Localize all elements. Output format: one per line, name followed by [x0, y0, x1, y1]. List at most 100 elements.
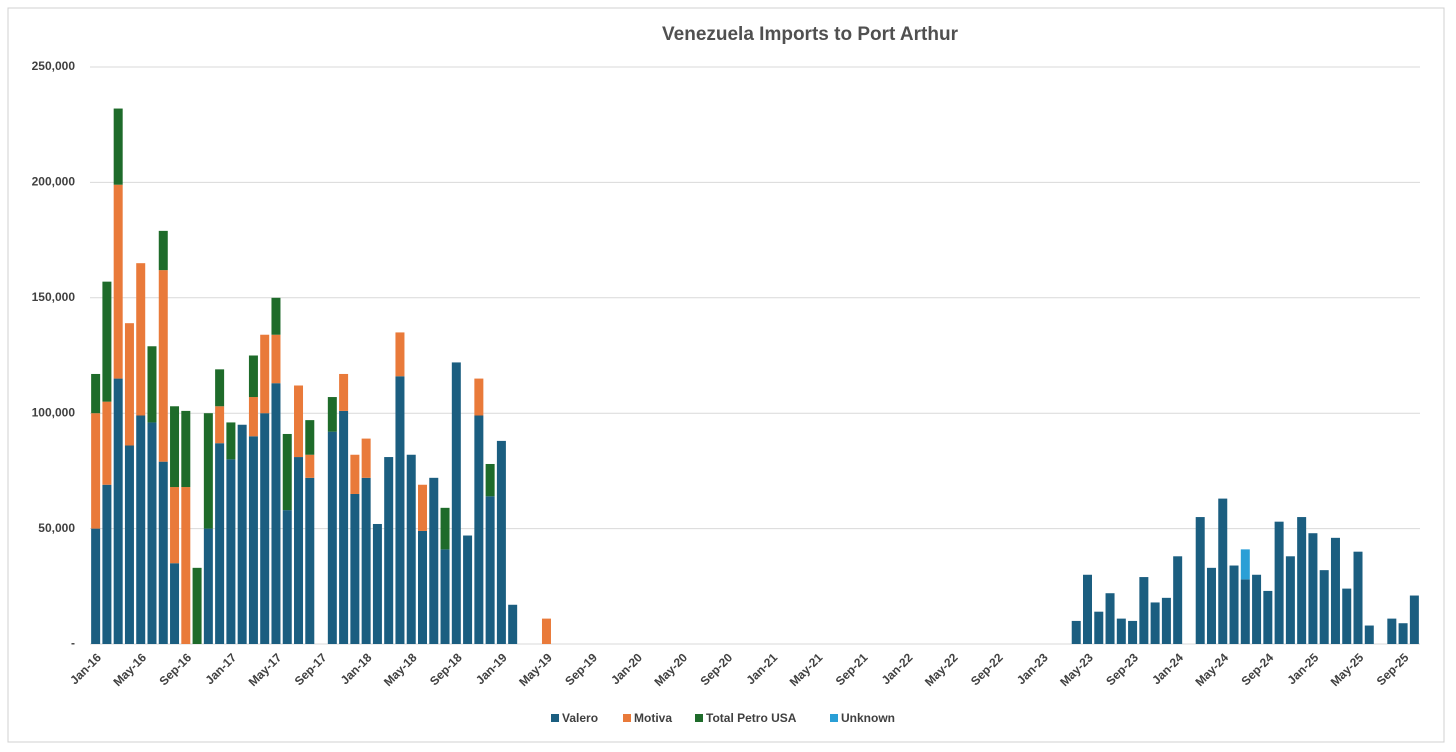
bar-segment [1274, 521, 1284, 644]
legend-swatch [623, 714, 631, 722]
bar-segment [1353, 551, 1363, 644]
bar-segment [384, 457, 394, 644]
bar-segment [1139, 577, 1149, 644]
bar-segment [1263, 590, 1273, 644]
bar-segment [305, 477, 315, 644]
bar-segment [170, 563, 180, 644]
bar-segment [158, 230, 168, 271]
bar-segment [305, 454, 315, 478]
bar-segment [395, 376, 405, 644]
bar-segment [508, 604, 518, 644]
bar-segment [102, 401, 112, 485]
bar-segment [1116, 618, 1126, 644]
legend-label: Total Petro USA [706, 711, 797, 725]
bar-segment [327, 431, 337, 644]
legend-swatch [551, 714, 559, 722]
bar-segment [294, 385, 304, 458]
bar-segment [1094, 611, 1104, 644]
bar-segment [113, 108, 123, 185]
y-tick-label: 50,000 [38, 521, 75, 535]
bar-segment [102, 281, 112, 402]
legend-swatch [695, 714, 703, 722]
bar-segment [474, 415, 484, 644]
bar-segment [372, 523, 382, 644]
bar-segment [1330, 537, 1340, 644]
bar-segment [418, 484, 427, 531]
bar-segment [1285, 556, 1295, 644]
bar-segment [102, 484, 112, 644]
bar-segment [1240, 549, 1250, 580]
bar-segment [1409, 595, 1419, 644]
bar-segment [226, 459, 236, 644]
bar-segment [271, 297, 281, 335]
bar-segment [271, 334, 281, 384]
bar-segment [1195, 517, 1205, 644]
bar-segment [1150, 602, 1160, 644]
bar-segment [485, 463, 495, 497]
y-tick-label: - [71, 636, 75, 650]
bar-segment [1128, 620, 1138, 644]
bar-segment [215, 406, 225, 444]
bar-segment [541, 618, 551, 644]
bar-segment [1206, 567, 1216, 644]
legend-label: Valero [562, 711, 598, 725]
bar-segment [147, 346, 157, 423]
bar-segment [1240, 579, 1250, 644]
bar-segment [260, 334, 270, 414]
bar-segment [91, 413, 101, 529]
bar-segment [1218, 498, 1228, 644]
legend-label: Unknown [841, 711, 895, 725]
bar-segment [339, 410, 349, 644]
bar-segment [192, 567, 202, 644]
bar-segment [136, 415, 146, 644]
bar-segment [1308, 533, 1318, 644]
bar-segment [350, 454, 360, 494]
bar-segment [451, 362, 461, 644]
bar-segment [282, 433, 292, 511]
bar-segment [339, 373, 349, 411]
bar-segment [1161, 597, 1171, 644]
bar-segment [215, 369, 225, 407]
bar-segment [248, 436, 258, 644]
bar-segment [1342, 588, 1352, 644]
bar-segment [1319, 570, 1329, 644]
bar-segment [1071, 620, 1081, 644]
bar-segment [215, 443, 225, 644]
bar-segment [395, 332, 405, 377]
bar-segment [1387, 618, 1397, 644]
bar-segment [418, 530, 427, 644]
bar-segment [1173, 556, 1183, 644]
bar-segment [226, 422, 236, 460]
bar-segment [294, 457, 304, 644]
bar-segment [350, 493, 360, 644]
bar-segment [327, 397, 337, 432]
bar-segment [237, 424, 247, 644]
chart-title: Venezuela Imports to Port Arthur [662, 24, 959, 45]
y-tick-label: 150,000 [32, 290, 76, 304]
bar-segment [1398, 623, 1408, 644]
bar-segment [158, 461, 168, 644]
bar-segment [113, 184, 123, 379]
bar-segment [136, 263, 146, 416]
bar-segment [406, 454, 416, 644]
bar-segment [248, 397, 258, 437]
legend-swatch [830, 714, 838, 722]
bar-segment [203, 413, 213, 529]
bar-segment [429, 477, 439, 644]
bar-segment [485, 496, 495, 644]
bar-segment [91, 373, 101, 414]
bar-segment [440, 507, 450, 550]
bar-segment [124, 445, 134, 644]
bar-segment [170, 406, 180, 488]
y-tick-label: 250,000 [32, 59, 76, 73]
bar-segment [282, 510, 292, 644]
bar-segment [1297, 517, 1307, 644]
legend-label: Motiva [634, 711, 672, 725]
bar-segment [361, 477, 371, 644]
y-tick-label: 100,000 [32, 405, 76, 419]
bar-segment [181, 410, 191, 488]
bar-segment [170, 487, 180, 564]
bar-segment [1083, 574, 1092, 644]
bar-segment [440, 549, 450, 644]
